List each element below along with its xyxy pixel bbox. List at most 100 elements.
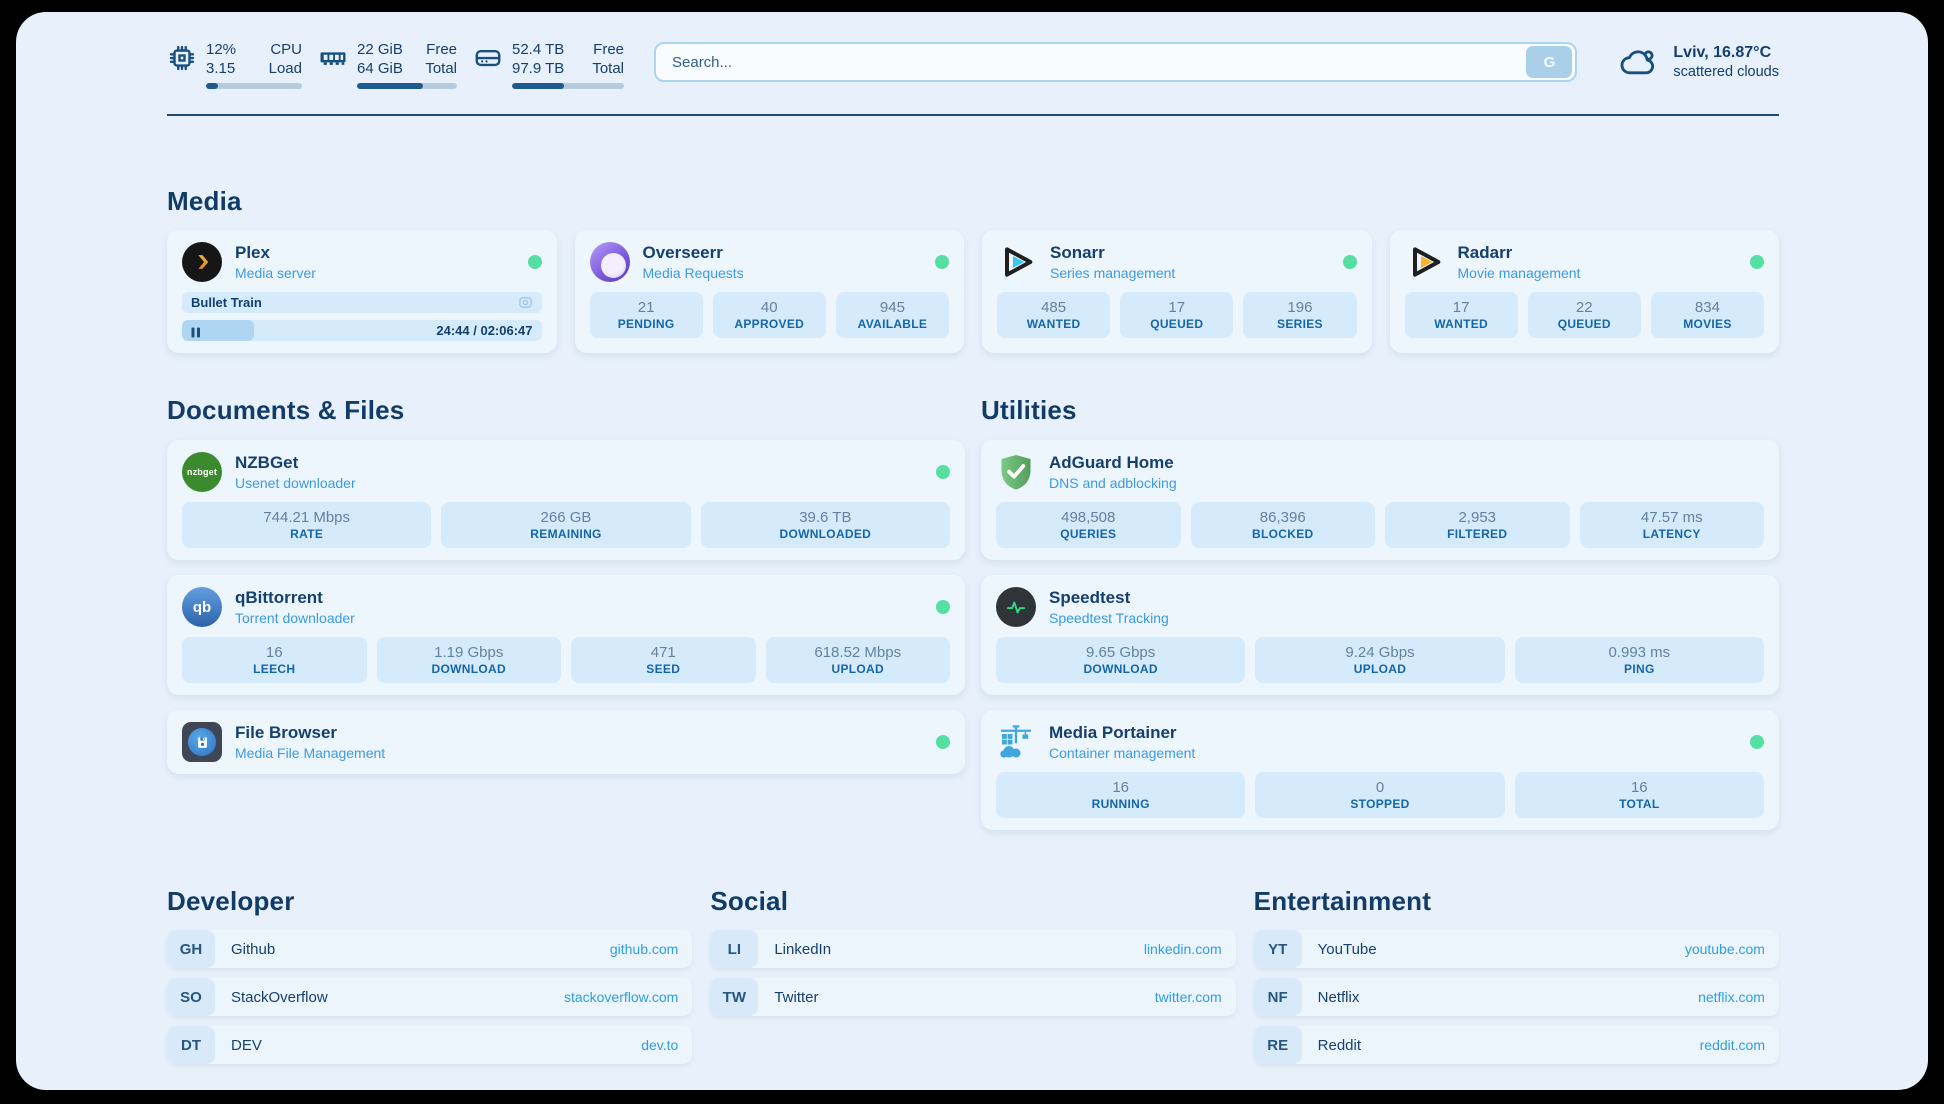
github-abbr-icon: GH bbox=[167, 930, 215, 968]
stat-seed: 471 SEED bbox=[571, 637, 756, 683]
stat-download: 9.65 Gbps DOWNLOAD bbox=[996, 637, 1246, 683]
section-title-social: Social bbox=[710, 886, 789, 916]
disk-monitor: 52.4 TB 97.9 TB Free Total bbox=[473, 40, 624, 89]
search-engine-button[interactable]: G bbox=[1526, 46, 1573, 78]
section-title-utilities: Utilities bbox=[981, 395, 1077, 425]
service-subtitle: Movie management bbox=[1457, 264, 1581, 281]
service-card-portainer[interactable]: Media Portainer Container management 16 … bbox=[981, 710, 1779, 830]
service-card-sonarr[interactable]: Sonarr Series management 485 WANTED 17 Q… bbox=[982, 230, 1372, 353]
camera-icon bbox=[518, 295, 533, 310]
stat-queries: 498,508 QUERIES bbox=[996, 502, 1181, 548]
service-card-speedtest[interactable]: Speedtest Speedtest Tracking 9.65 Gbps D… bbox=[981, 575, 1779, 695]
linkedin-abbr-icon: LI bbox=[710, 930, 759, 968]
stat-stopped: 0 STOPPED bbox=[1255, 772, 1505, 818]
service-card-overseerr[interactable]: Overseerr Media Requests 21 PENDING 40 A… bbox=[574, 230, 964, 353]
cpu-usage-value: 12% bbox=[206, 41, 237, 58]
stat-rate: 744.21 Mbps RATE bbox=[182, 502, 432, 548]
stat-ping: 0.993 ms PING bbox=[1514, 637, 1764, 683]
weather-condition: scattered clouds bbox=[1673, 63, 1779, 80]
service-card-adguard[interactable]: AdGuard Home DNS and adblocking 498,508 … bbox=[981, 440, 1779, 560]
status-dot bbox=[1750, 255, 1764, 269]
service-title: Sonarr bbox=[1050, 242, 1105, 262]
weather-widget: Lviv, 16.87°C scattered clouds bbox=[1615, 42, 1779, 82]
stat-download: 1.19 Gbps DOWNLOAD bbox=[376, 637, 561, 683]
link-netflix[interactable]: NF Netflix netflix.com bbox=[1253, 978, 1779, 1016]
utilities-column: AdGuard Home DNS and adblocking 498,508 … bbox=[981, 440, 1779, 830]
service-card-filebrowser[interactable]: File Browser Media File Management bbox=[167, 710, 965, 774]
ram-progress-fill bbox=[357, 83, 423, 89]
load-label: Load bbox=[268, 60, 302, 77]
service-title: Overseerr bbox=[642, 242, 723, 262]
link-stackoverflow[interactable]: SO StackOverflow stackoverflow.com bbox=[167, 978, 693, 1016]
developer-links: GH Github github.com SO StackOverflow st… bbox=[167, 930, 693, 1064]
weather-location-temp: Lviv, 16.87°C bbox=[1673, 43, 1772, 61]
status-dot bbox=[527, 255, 542, 269]
stat-remaining: 266 GB REMAINING bbox=[441, 502, 691, 548]
link-github[interactable]: GH Github github.com bbox=[167, 930, 693, 968]
service-subtitle: Series management bbox=[1050, 264, 1176, 281]
status-dot bbox=[1342, 255, 1357, 269]
disk-free-value: 52.4 TB bbox=[512, 41, 565, 58]
playback-time: 24:44 / 02:06:47 bbox=[436, 323, 533, 338]
link-reddit[interactable]: RE Reddit reddit.com bbox=[1253, 1026, 1779, 1064]
service-card-plex[interactable]: Plex Media server Bullet Train bbox=[167, 230, 557, 353]
cpu-progress-fill bbox=[206, 83, 218, 89]
service-subtitle: Torrent downloader bbox=[235, 609, 355, 626]
service-title: qBittorrent bbox=[235, 587, 323, 607]
service-subtitle: DNS and adblocking bbox=[1049, 474, 1177, 491]
service-title: AdGuard Home bbox=[1049, 452, 1174, 472]
ram-total-label: Total bbox=[425, 60, 457, 77]
header-divider bbox=[167, 114, 1779, 116]
sonarr-logo-icon bbox=[997, 242, 1037, 282]
ram-total-value: 64 GiB bbox=[357, 60, 403, 77]
speedtest-logo-icon bbox=[996, 587, 1036, 627]
search-bar: G bbox=[654, 42, 1578, 82]
social-links: LI LinkedIn linkedin.com TW Twitter twit… bbox=[710, 930, 1236, 1064]
topbar: 12% 3.15 CPU Load bbox=[167, 40, 1779, 92]
cloud-icon bbox=[1615, 42, 1661, 82]
cpu-monitor: 12% 3.15 CPU Load bbox=[167, 40, 302, 89]
cpu-chip-icon bbox=[167, 43, 197, 73]
ram-monitor: 22 GiB 64 GiB Free Total bbox=[318, 40, 457, 89]
portainer-logo-icon bbox=[996, 722, 1036, 762]
netflix-abbr-icon: NF bbox=[1253, 978, 1302, 1016]
youtube-abbr-icon: YT bbox=[1253, 930, 1302, 968]
stat-wanted: 17 WANTED bbox=[1404, 292, 1518, 338]
link-twitter[interactable]: TW Twitter twitter.com bbox=[710, 978, 1236, 1016]
stat-blocked: 86,396 BLOCKED bbox=[1190, 502, 1375, 548]
service-card-radarr[interactable]: Radarr Movie management 17 WANTED 22 QUE… bbox=[1389, 230, 1779, 353]
service-card-nzbget[interactable]: nzbget NZBGet Usenet downloader 744.21 M… bbox=[167, 440, 965, 560]
link-youtube[interactable]: YT YouTube youtube.com bbox=[1253, 930, 1779, 968]
stat-series: 196 SERIES bbox=[1243, 292, 1357, 338]
service-subtitle: Media File Management bbox=[235, 744, 386, 761]
stat-leech: 16 LEECH bbox=[182, 637, 367, 683]
service-title: NZBGet bbox=[235, 452, 299, 472]
stat-upload: 9.24 Gbps UPLOAD bbox=[1255, 637, 1505, 683]
disk-progress-fill bbox=[512, 83, 564, 89]
status-dot bbox=[935, 255, 949, 269]
cpu-label: CPU bbox=[270, 41, 302, 58]
pause-icon bbox=[191, 325, 201, 338]
stat-filtered: 2,953 FILTERED bbox=[1385, 502, 1570, 548]
playback-progress-bar: 24:44 / 02:06:47 bbox=[182, 320, 542, 341]
service-card-qbittorrent[interactable]: qb qBittorrent Torrent downloader 16 LEE… bbox=[167, 575, 965, 695]
cpu-load-value: 3.15 bbox=[206, 60, 236, 77]
stat-available: 945 AVAILABLE bbox=[835, 292, 950, 338]
stat-approved: 40 APPROVED bbox=[712, 292, 826, 338]
disk-free-label: Free bbox=[593, 41, 624, 58]
search-input[interactable] bbox=[672, 53, 1527, 71]
link-linkedin[interactable]: LI LinkedIn linkedin.com bbox=[710, 930, 1236, 968]
service-subtitle: Speedtest Tracking bbox=[1049, 609, 1169, 626]
nzbget-logo-icon: nzbget bbox=[182, 452, 222, 492]
service-subtitle: Media server bbox=[235, 264, 316, 281]
overseerr-logo-icon bbox=[589, 242, 630, 282]
media-card-grid: Plex Media server Bullet Train bbox=[167, 230, 1779, 353]
twitter-abbr-icon: TW bbox=[710, 978, 759, 1016]
link-dev[interactable]: DT DEV dev.to bbox=[167, 1026, 693, 1064]
section-title-developer: Developer bbox=[167, 886, 295, 916]
now-playing-row: Bullet Train bbox=[182, 292, 542, 313]
status-dot bbox=[936, 600, 950, 614]
service-title: Media Portainer bbox=[1049, 722, 1177, 742]
stat-upload: 618.52 Mbps UPLOAD bbox=[765, 637, 950, 683]
filebrowser-logo-icon bbox=[182, 722, 222, 762]
